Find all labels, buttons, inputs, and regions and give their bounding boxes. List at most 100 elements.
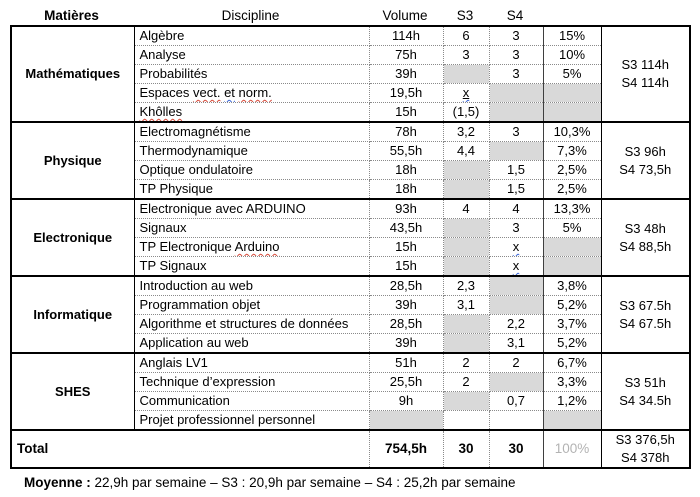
s4-cell: 2,2 [488, 314, 544, 334]
volume-cell [368, 410, 444, 431]
curriculum-table: Mathématiques Algèbre 114h 6 3 15% S3 114h S4 1… [10, 25, 691, 469]
pct-cell [542, 410, 602, 431]
pct-cell: 15% [542, 25, 602, 46]
table-header: Matières Discipline Volume S3 S4 [10, 0, 700, 25]
matiere-cell: SHES [11, 352, 135, 431]
discipline-cell: Anglais LV1 [133, 352, 370, 373]
s3-cell: (1,5) [442, 102, 490, 123]
pct-cell: 3,3% [542, 372, 602, 392]
s3-cell [442, 391, 490, 411]
s3-cell [442, 160, 490, 180]
s4-cell: 3,1 [488, 333, 544, 354]
table-row: Communication 9h 0,7 1,2% [11, 391, 690, 411]
header-s3: S3 [456, 7, 474, 23]
s3-cell: 4 [442, 198, 490, 219]
volume-cell: 78h [368, 121, 444, 142]
pct-cell: 7,3% [542, 141, 602, 161]
s3-cell: 6 [442, 25, 490, 46]
volume-cell: 28,5h [368, 275, 444, 296]
discipline-cell: Thermodynamique [133, 141, 370, 161]
table-body: Mathématiques Algèbre 114h 6 3 15% S3 114h S4 1… [11, 25, 690, 469]
table-row: Mathématiques Algèbre 114h 6 3 15% S3 114h S4 1… [11, 25, 690, 123]
volume-cell: 55,5h [368, 141, 444, 161]
s4-cell: 0,7 [488, 391, 544, 411]
volume-cell: 93h [368, 198, 444, 219]
semester-summary-cell: S3 96h S4 73,5h [600, 121, 690, 200]
volume-cell: 19,5h [368, 83, 444, 103]
s3-cell: 3,2 [442, 121, 490, 142]
discipline-cell: Communication [133, 391, 370, 411]
s4-cell [488, 295, 544, 315]
total-volume-cell: 754,5h [368, 429, 444, 469]
s3-cell [442, 179, 490, 200]
volume-cell: 114h [368, 25, 444, 46]
volume-cell: 51h [368, 352, 444, 373]
pct-cell: 2,5% [542, 160, 602, 180]
s3-cell: 2 [442, 352, 490, 373]
pct-cell: 5% [542, 218, 602, 238]
pct-cell: 10,3% [542, 121, 602, 142]
pct-cell [542, 83, 602, 103]
total-row: Total 754,5h 30 30 100% S3 376,5h S4 378h [11, 429, 690, 469]
pct-cell [542, 256, 602, 277]
discipline-cell: Introduction au web [133, 275, 370, 296]
s3-cell [442, 256, 490, 277]
header-matieres: Matières [44, 7, 99, 23]
table-row: Espaces vect. et norm. 19,5h x [11, 83, 690, 103]
volume-cell: 18h [368, 160, 444, 180]
table-row: Electronique Electronique avec ARDUINO 93h… [11, 198, 690, 277]
s3-cell [442, 410, 490, 431]
volume-cell: 75h [368, 45, 444, 65]
table-row: Optique ondulatoire 18h 1,5 2,5% [11, 160, 690, 180]
semester-summary-cell: S3 51h S4 34.5h [600, 352, 690, 431]
s3-cell: x [442, 83, 490, 103]
discipline-cell: Optique ondulatoire [133, 160, 370, 180]
s4-cell [488, 83, 544, 103]
header-discipline: Discipline [221, 7, 280, 23]
s3-cell: 2 [442, 372, 490, 392]
table-row: Khôlles 15h (1,5) [11, 102, 690, 123]
s3-cell: 3,1 [442, 295, 490, 315]
volume-cell: 15h [368, 102, 444, 123]
s4-cell: x [488, 237, 544, 257]
s4-cell [488, 102, 544, 123]
pct-cell: 3,8% [542, 275, 602, 296]
table-row: Physique Electromagnétisme 78h 3,2 3 10,3% S3 … [11, 121, 690, 200]
s3-cell: 4,4 [442, 141, 490, 161]
matiere-cell: Mathématiques [11, 25, 135, 123]
table-row: Projet professionnel personnel [11, 410, 690, 431]
pct-cell: 13,3% [542, 198, 602, 219]
total-s3-cell: 30 [442, 429, 490, 469]
s4-cell [488, 372, 544, 392]
pct-cell [542, 102, 602, 123]
discipline-cell: Algorithme et structures de données [133, 314, 370, 334]
discipline-cell: Programmation objet [133, 295, 370, 315]
table-row: Signaux 43,5h 3 5% [11, 218, 690, 238]
header-s4: S4 [506, 7, 524, 23]
pct-cell [542, 237, 602, 257]
discipline-cell: TP Electronique Arduino [133, 237, 370, 257]
s4-cell: x [488, 256, 544, 277]
pct-cell: 1,2% [542, 391, 602, 411]
volume-cell: 15h [368, 256, 444, 277]
volume-cell: 9h [368, 391, 444, 411]
discipline-cell: Algèbre [133, 25, 370, 46]
pct-cell: 5,2% [542, 333, 602, 354]
pct-cell: 6,7% [542, 352, 602, 373]
pct-cell: 5,2% [542, 295, 602, 315]
table-row: Thermodynamique 55,5h 4,4 7,3% [11, 141, 690, 161]
s4-cell: 3 [488, 45, 544, 65]
s3-cell [442, 333, 490, 354]
discipline-cell: Electromagnétisme [133, 121, 370, 142]
table-row: TP Physique 18h 1,5 2,5% [11, 179, 690, 200]
discipline-cell: Probabilités [133, 64, 370, 84]
discipline-cell: Analyse [133, 45, 370, 65]
semester-summary-cell: S3 67.5h S4 67.5h [600, 275, 690, 354]
total-label-cell: Total [11, 429, 370, 469]
table-row: Algorithme et structures de données 28,5h… [11, 314, 690, 334]
average-text: 22,9h par semaine – S3 : 20,9h par semai… [90, 475, 516, 490]
pct-cell: 10% [542, 45, 602, 65]
pct-cell: 2,5% [542, 179, 602, 200]
matiere-cell: Physique [11, 121, 135, 200]
